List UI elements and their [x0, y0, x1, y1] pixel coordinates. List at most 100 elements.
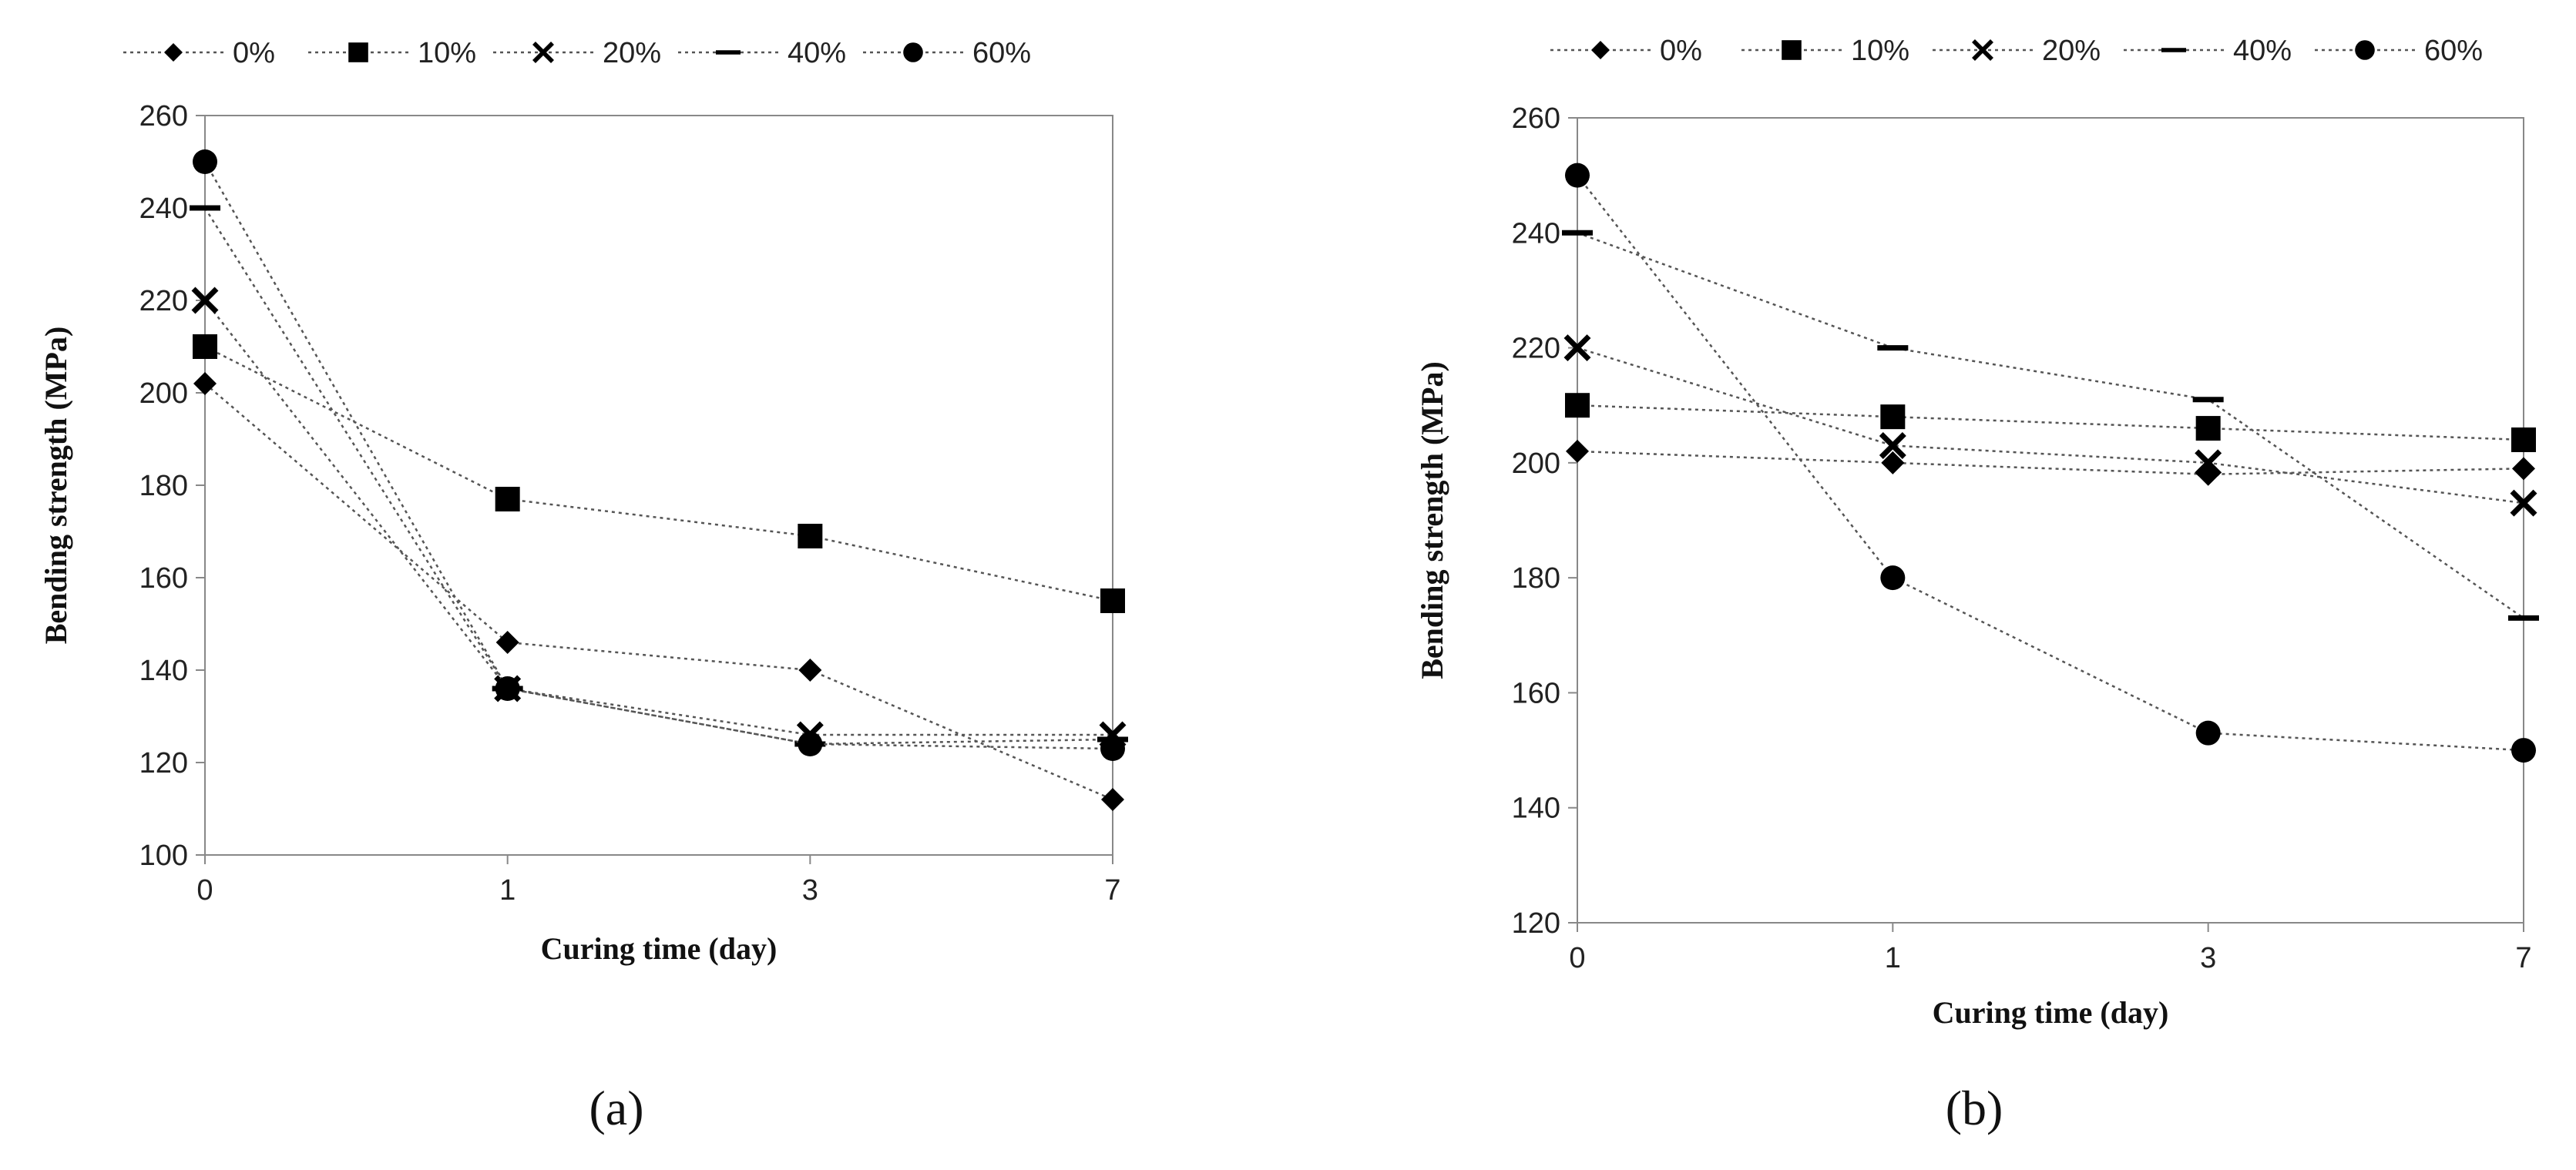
x-tick-label: 1: [499, 874, 516, 907]
y-tick-label: 120: [139, 747, 188, 779]
x-tick-label: 0: [196, 874, 213, 907]
y-tick-label: 100: [139, 840, 188, 872]
data-point: [1880, 565, 1906, 591]
series-line: [1577, 404, 2524, 441]
data-point: [1100, 736, 1125, 761]
legend: 0% 10% 20% 40% 60%: [123, 37, 1031, 69]
x-axis-title: Curing time (day): [541, 931, 778, 966]
series-40pct: [190, 205, 1128, 747]
y-tick-label: 260: [139, 100, 188, 132]
y-axis-title: Bending strength (MPa): [1415, 361, 1449, 679]
series-10pct: [1565, 393, 2536, 452]
legend-label: 10%: [1851, 35, 1909, 67]
series-60pct: [193, 149, 1125, 761]
legend-label: 60%: [2424, 35, 2483, 67]
chart-panel-a: 100 120 140 160 180 200 220 240 260 0 1 3 7 Curing ti…: [39, 37, 1128, 1135]
x-tick-label: 7: [1104, 874, 1120, 907]
series-0pct: [193, 372, 1124, 811]
x-tick-label: 1: [1885, 942, 1901, 974]
data-point: [1881, 451, 1905, 474]
series-line: [203, 161, 1113, 750]
legend-label: 0%: [233, 37, 275, 69]
legend-marker: [532, 42, 554, 63]
legend-label: 20%: [2042, 35, 2101, 67]
legend-marker: [1972, 39, 1993, 61]
legend-marker: [2355, 40, 2375, 60]
data-point: [1101, 788, 1124, 811]
data-point: [2510, 489, 2537, 517]
data-point: [2511, 738, 2536, 763]
legend-marker: [903, 42, 923, 62]
series-20pct: [1563, 334, 2537, 517]
data-point: [495, 487, 520, 511]
legend-label: 0%: [1660, 35, 1702, 67]
legend-label: 40%: [788, 37, 846, 69]
series-0pct: [1566, 439, 2535, 486]
legend-label: 10%: [418, 37, 476, 69]
series-10pct: [193, 334, 1125, 613]
x-tick-label: 3: [802, 874, 818, 907]
data-point: [193, 334, 217, 359]
data-point: [2195, 449, 2222, 477]
y-tick-label: 240: [139, 193, 188, 225]
data-point: [1565, 163, 1590, 188]
x-tick-label: 7: [2515, 942, 2531, 974]
x-tick-label: 0: [1569, 942, 1585, 974]
data-point: [495, 676, 520, 701]
plot-area-frame: [1577, 117, 2524, 924]
legend-marker: [1782, 40, 1802, 60]
legend-marker: [164, 43, 183, 62]
y-tick-label: 180: [139, 470, 188, 502]
y-axis-title: Bending strength (MPa): [39, 327, 73, 645]
legend-label: 60%: [972, 37, 1031, 69]
series-line: [204, 345, 1113, 602]
series-line: [203, 207, 1113, 746]
data-point: [191, 287, 219, 314]
y-tick-label: 160: [1512, 677, 1560, 709]
legend: 0% 10% 20% 40% 60%: [1550, 35, 2483, 67]
data-point: [2195, 416, 2221, 441]
data-point: [1563, 334, 1591, 362]
y-tick-label: 240: [1512, 217, 1560, 250]
y-tick-label: 220: [139, 285, 188, 317]
data-point: [1879, 431, 1906, 459]
legend-label: 20%: [603, 37, 661, 69]
data-point: [1566, 439, 1589, 463]
y-tick-label: 160: [139, 562, 188, 595]
data-point: [2512, 457, 2535, 481]
legend-marker: [348, 42, 368, 62]
series-line: [204, 383, 1113, 801]
data-point: [1880, 404, 1906, 430]
series-line: [1577, 174, 2524, 752]
y-tick-label: 220: [1512, 333, 1560, 365]
data-point: [193, 149, 217, 174]
legend-marker: [1591, 41, 1610, 59]
series-line: [1577, 347, 2524, 505]
data-point: [798, 732, 823, 756]
data-point: [1100, 588, 1125, 613]
panel-label-b: (b): [1946, 1081, 2003, 1135]
data-point: [2195, 720, 2221, 746]
chart-a-svg: 100 120 140 160 180 200 220 240 260 0 1 3 7 Curing ti…: [39, 37, 1128, 1135]
data-point: [495, 631, 519, 654]
y-tick-label: 140: [139, 655, 188, 687]
y-tick-label: 260: [1512, 102, 1560, 135]
legend-label: 40%: [2233, 35, 2292, 67]
panel-label-a: (a): [589, 1081, 643, 1135]
series-line: [1577, 450, 2524, 476]
chart-b-svg: 120 140 160 180 200 220 240 260 0 1 3 7 Curing time …: [1415, 35, 2539, 1135]
data-point: [2511, 427, 2536, 452]
data-point: [798, 659, 822, 682]
y-tick-label: 200: [139, 377, 188, 410]
series-40pct: [1562, 230, 2539, 621]
data-point: [193, 372, 217, 395]
chart-panel-b: 120 140 160 180 200 220 240 260 0 1 3 7 Curing time …: [1288, 0, 2576, 1170]
data-point: [1565, 393, 1590, 418]
y-tick-label: 200: [1512, 448, 1560, 480]
x-axis-title: Curing time (day): [1933, 995, 2169, 1030]
series-line: [204, 300, 1113, 736]
series-20pct: [191, 287, 1127, 749]
data-point: [798, 524, 823, 548]
series-line: [1577, 232, 2524, 619]
y-tick-label: 140: [1512, 793, 1560, 825]
